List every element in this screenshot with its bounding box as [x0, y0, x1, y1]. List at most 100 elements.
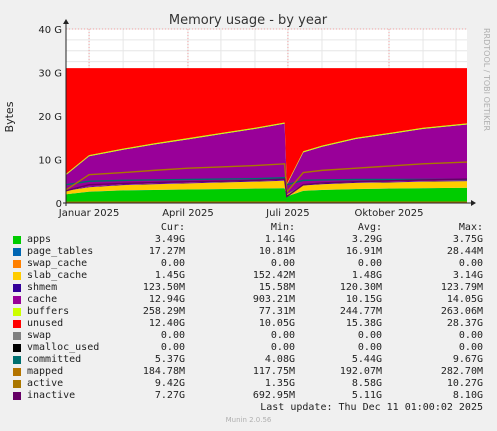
legend-row: active 9.42G 1.35G 8.58G 10.27G: [0, 378, 497, 390]
legend-min: 0.00: [270, 258, 295, 269]
legend-min: 1.35G: [264, 378, 295, 389]
legend-avg: 8.58G: [351, 378, 382, 389]
legend-min: 0.00: [270, 330, 295, 341]
line-committed: [65, 177, 467, 186]
legend-cur: 5.37G: [154, 354, 185, 365]
y-tick-label: 10 G: [38, 156, 62, 167]
legend-row: shmem 123.50M 15.58M 120.30M 123.79M: [0, 282, 497, 294]
area-unused: [66, 68, 467, 184]
legend-label: inactive: [27, 390, 76, 401]
x-tick-label: Januar 2025: [58, 208, 120, 219]
legend-min: 15.58M: [258, 282, 295, 293]
y-tick-label: 30 G: [38, 69, 62, 80]
legend-swatch: [13, 236, 21, 244]
legend-label: swap_cache: [27, 258, 88, 269]
legend-row: slab_cache 1.45G 152.42M 1.48G 3.14G: [0, 270, 497, 282]
legend-max: 123.79M: [440, 282, 483, 293]
legend-swatch: [13, 248, 21, 256]
legend-max: 28.44M: [446, 246, 483, 257]
legend-min: 117.75M: [252, 366, 295, 377]
legend-avg: 5.44G: [351, 354, 382, 365]
header-max: Max:: [458, 222, 483, 233]
line-inactive: [65, 178, 468, 198]
legend-max: 3.14G: [452, 270, 483, 281]
legend-swatch: [13, 380, 21, 388]
legend-row: committed 5.37G 4.08G 5.44G 9.67G: [0, 354, 497, 366]
legend-swatch: [13, 356, 21, 364]
legend-max: 0.00: [458, 330, 483, 341]
legend-min: 152.42M: [252, 270, 295, 281]
legend-max: 3.75G: [452, 234, 483, 245]
memory-chart: Memory usage - by year Bytes RRDTOOL / T…: [3, 13, 491, 219]
line-active: [65, 161, 468, 194]
legend-cur: 12.40G: [148, 318, 185, 329]
legend-cur: 7.27G: [154, 390, 185, 401]
legend-avg: 0.00: [357, 258, 382, 269]
header-avg: Avg:: [357, 222, 382, 233]
legend-max: 10.27G: [446, 378, 483, 389]
legend-avg: 244.77M: [339, 306, 382, 317]
legend-avg: 120.30M: [339, 282, 382, 293]
legend-avg: 10.15G: [345, 294, 382, 305]
y-tick-label: 0: [56, 199, 62, 210]
x-tick-label: Oktober 2025: [355, 208, 424, 219]
legend-row: buffers 258.29M 77.31M 244.77M 263.06M: [0, 306, 497, 318]
x-tick-label: April 2025: [162, 208, 213, 219]
legend-label: slab_cache: [27, 270, 88, 281]
x-axis-arrow: [471, 200, 476, 206]
legend-cur: 184.78M: [142, 366, 185, 377]
legend-cur: 12.94G: [148, 294, 185, 305]
legend-max: 8.10G: [452, 390, 483, 401]
legend-label: unused: [27, 318, 64, 329]
legend-min: 10.81M: [258, 246, 295, 257]
legend-swatch: [13, 332, 21, 340]
legend-row: unused 12.40G 10.05G 15.38G 28.37G: [0, 318, 497, 330]
area-apps: [66, 187, 467, 203]
x-tick-label: Juli 2025: [265, 208, 309, 219]
legend-row: inactive 7.27G 692.95M 5.11G 8.10G: [0, 390, 497, 402]
area-shmem: [66, 180, 467, 195]
legend-avg: 0.00: [357, 330, 382, 341]
legend-swatch: [13, 320, 21, 328]
legend-cur: 1.45G: [154, 270, 185, 281]
legend-swatch: [13, 260, 21, 268]
legend-row: swap 0.00 0.00 0.00 0.00: [0, 330, 497, 342]
legend-cur: 3.49G: [154, 234, 185, 245]
legend-row: apps 3.49G 1.14G 3.29G 3.75G: [0, 234, 497, 246]
legend-label: cache: [27, 294, 58, 305]
y-axis-label: Bytes: [3, 101, 16, 132]
munin-version: Munin 2.0.56: [225, 416, 272, 424]
legend-cur: 0.00: [160, 330, 185, 341]
legend-avg: 16.91M: [345, 246, 382, 257]
legend-swatch: [13, 344, 21, 352]
legend-min: 0.00: [270, 342, 295, 353]
legend-cur: 9.42G: [154, 378, 185, 389]
y-tick-label: 20 G: [38, 112, 62, 123]
legend-min: 10.05G: [258, 318, 295, 329]
legend-cur: 0.00: [160, 258, 185, 269]
legend-avg: 15.38G: [345, 318, 382, 329]
legend-max: 14.05G: [446, 294, 483, 305]
legend-avg: 3.29G: [351, 234, 382, 245]
legend-row: mapped 184.78M 117.75M 192.07M 282.70M: [0, 366, 497, 378]
legend-swatch: [13, 272, 21, 280]
header-min: Min:: [270, 222, 295, 233]
legend-min: 1.14G: [264, 234, 295, 245]
area-slab-cache: [66, 180, 467, 197]
legend-label: swap: [27, 330, 52, 341]
legend-cur: 258.29M: [142, 306, 185, 317]
legend-label: apps: [27, 234, 52, 245]
legend-label: active: [27, 378, 64, 389]
area-cache: [66, 123, 467, 194]
legend-label: vmalloc_used: [27, 342, 100, 353]
legend-max: 28.37G: [446, 318, 483, 329]
y-tick-label: 40 G: [38, 25, 62, 36]
legend-min: 903.21M: [252, 294, 295, 305]
header-cur: Cur:: [160, 222, 185, 233]
legend-max: 9.67G: [452, 354, 483, 365]
y-axis-arrow: [63, 19, 69, 24]
legend-swatch: [13, 308, 21, 316]
legend-swatch: [13, 368, 21, 376]
legend-avg: 5.11G: [351, 390, 382, 401]
legend-row: vmalloc_used 0.00 0.00 0.00 0.00: [0, 342, 497, 354]
